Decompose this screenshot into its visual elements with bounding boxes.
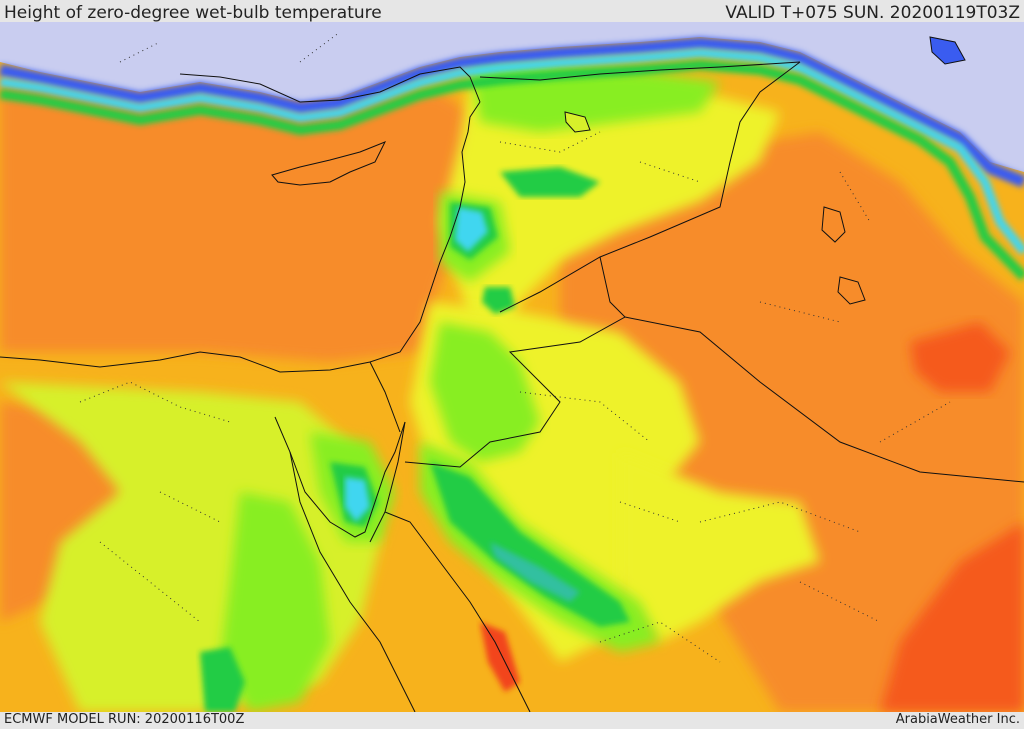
orange-zone-east — [560, 132, 1024, 712]
province-lines — [79, 31, 951, 663]
cyprus-outline — [271, 141, 387, 186]
coastline-gulf-suez — [274, 416, 406, 538]
red-zone-redsea — [480, 622, 520, 692]
valid-time: VALID T+075 SUN. 20200119T03Z — [725, 3, 1020, 23]
credit-label: ArabiaWeather Inc. — [895, 712, 1020, 727]
lake-van — [929, 36, 966, 65]
coastline-gulf-aqaba — [369, 421, 406, 543]
model-run-label: ECMWF MODEL RUN: 20200116T00Z — [4, 712, 245, 727]
lake-razzaza — [837, 276, 866, 305]
border-jordan-iraq-saudi — [404, 256, 626, 468]
lavender-zone-north — [0, 22, 1024, 172]
teal-band-hejaz — [490, 542, 580, 602]
red-zone-arabia — [910, 322, 1010, 392]
header-bar: Height of zero-degree wet-bulb temperatu… — [0, 0, 1024, 23]
green-zone-egypt — [200, 647, 245, 712]
blue-band-north — [0, 36, 1024, 188]
border-saudi-iraq — [624, 316, 1024, 483]
yellow-zone-levant — [440, 82, 780, 342]
forecast-map[interactable] — [0, 22, 1024, 712]
lake-assad — [564, 111, 591, 133]
coastline-red-sea-east — [384, 511, 531, 712]
orange-zone-west — [0, 82, 470, 362]
coastline-egypt-levant — [0, 101, 481, 373]
border-syria-iraq — [499, 61, 801, 313]
green-zone-jordan-dot — [482, 287, 515, 314]
green-band-north — [0, 59, 1024, 281]
footer-bar: ECMWF MODEL RUN: 20200116T00Z ArabiaWeat… — [0, 712, 1024, 729]
map-canvas — [0, 22, 1024, 712]
border-egypt-israel — [369, 361, 401, 433]
coastline-red-sea-west — [289, 451, 416, 712]
red-zone-southeast — [880, 522, 1024, 712]
cyan-spot-sinai — [345, 477, 370, 522]
border-syria-turkey — [479, 61, 801, 81]
yellow-zone-arabia-south — [620, 452, 820, 642]
coastline-turkey — [179, 66, 481, 103]
map-title: Height of zero-degree wet-bulb temperatu… — [4, 3, 382, 23]
green-zone-hejaz — [430, 462, 630, 627]
cyan-band-north — [0, 48, 1024, 255]
lake-tharthar — [821, 206, 846, 243]
cyan-spot-lebanon — [455, 207, 488, 252]
lime-zone-egypt-1 — [220, 492, 330, 712]
green-zone-syria — [500, 167, 600, 197]
lime-zone-jordan — [430, 322, 540, 462]
